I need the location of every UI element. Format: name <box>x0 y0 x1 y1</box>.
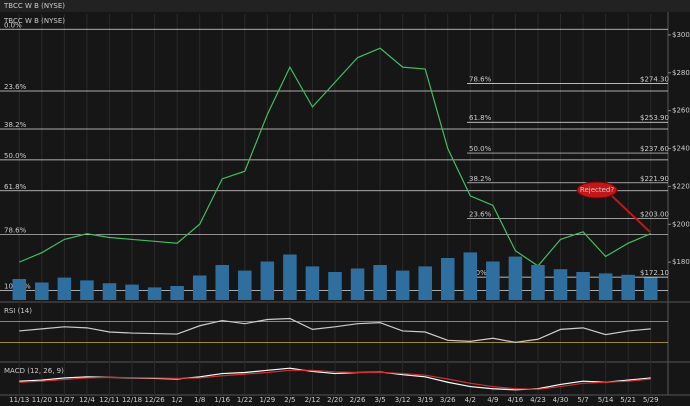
annotation-arrow <box>611 195 651 233</box>
x-tick-label: 2/5 <box>284 396 295 404</box>
volume-bar <box>238 270 252 300</box>
x-tick-label: 12/4 <box>79 396 95 404</box>
volume-bar <box>643 277 658 300</box>
x-tick-label: 12/26 <box>144 396 165 404</box>
volume-bar <box>373 265 387 300</box>
volume-bar <box>440 258 455 300</box>
x-tick-label: 11/27 <box>54 396 74 404</box>
volume-bar <box>598 273 613 300</box>
series-line <box>19 47 651 267</box>
annotation: Rejected? <box>580 186 614 194</box>
volume-bar <box>328 272 342 300</box>
x-tick-label: 3/12 <box>395 396 411 404</box>
y-tick-label: $240 <box>672 145 690 153</box>
fib-label: 50.0% <box>469 145 492 153</box>
x-tick-label: 2/12 <box>305 396 321 404</box>
fib-price-label: $221.90 <box>640 175 669 183</box>
volume-bar <box>102 283 117 300</box>
x-tick-label: 1/8 <box>194 396 205 404</box>
fib-price-label: $203.00 <box>640 211 669 219</box>
x-tick-label: 5/14 <box>598 396 614 404</box>
volume-bar <box>57 277 72 300</box>
fib-price-label: $253.90 <box>640 114 669 122</box>
x-tick-label: 2/20 <box>327 396 343 404</box>
x-tick-label: 5/29 <box>643 396 659 404</box>
volume-bar <box>260 261 275 300</box>
x-tick-label: 5/7 <box>577 396 588 404</box>
volume-bar <box>170 286 184 300</box>
volume-bar <box>283 254 297 300</box>
volume-bar <box>553 269 568 300</box>
volume-bar <box>531 265 545 300</box>
volume-bar <box>576 272 590 300</box>
volume-bar <box>80 280 94 300</box>
fib-label: 61.8% <box>4 183 27 191</box>
pane-label: TBCC W B (NYSE) <box>3 17 65 25</box>
fib-label: 38.2% <box>4 121 27 129</box>
fib-label: 78.6% <box>469 76 492 84</box>
x-tick-label: 4/16 <box>508 396 524 404</box>
volume-bar <box>35 282 49 300</box>
y-tick-label: $280 <box>672 69 690 77</box>
fib-price-label: $237.60 <box>640 145 669 153</box>
x-tick-label: 1/22 <box>237 396 253 404</box>
x-tick-label: 11/13 <box>9 396 29 404</box>
x-tick-label: 1/2 <box>172 396 183 404</box>
volume-bar <box>125 284 139 300</box>
y-tick-label: $180 <box>672 258 690 266</box>
volume-bar <box>305 266 320 300</box>
x-tick-label: 3/26 <box>440 396 456 404</box>
x-tick-label: 1/16 <box>214 396 230 404</box>
volume-bar <box>12 279 27 300</box>
volume-bar <box>486 261 500 300</box>
fib-label: 23.6% <box>469 211 492 219</box>
x-tick-label: 12/11 <box>99 396 119 404</box>
pane-label: RSI (14) <box>4 307 32 315</box>
y-tick-label: $300 <box>672 31 690 39</box>
x-tick-label: 4/2 <box>465 396 476 404</box>
volume-bar <box>621 274 635 300</box>
pane-label: MACD (12, 26, 9) <box>4 367 64 375</box>
fib-price-label: $172.10 <box>640 269 669 277</box>
series-line <box>19 369 651 390</box>
y-tick-label: $260 <box>672 107 690 115</box>
x-tick-label: 11/20 <box>32 396 52 404</box>
y-tick-label: $200 <box>672 220 690 228</box>
fib-label: 78.6% <box>4 227 27 235</box>
series-line <box>19 317 651 344</box>
volume-bar <box>350 268 365 300</box>
x-tick-label: 12/18 <box>122 396 142 404</box>
x-tick-label: 4/23 <box>530 396 546 404</box>
x-tick-label: 3/19 <box>417 396 433 404</box>
volume-bar <box>508 256 523 300</box>
y-tick-label: $220 <box>672 182 690 190</box>
x-tick-label: 5/21 <box>620 396 636 404</box>
x-tick-label: 4/30 <box>553 396 569 404</box>
fib-label: 61.8% <box>469 114 492 122</box>
volume-bar <box>147 287 162 300</box>
x-tick-label: 2/26 <box>350 396 366 404</box>
fib-label: 23.6% <box>4 83 27 91</box>
annotation-bubble <box>576 181 618 199</box>
x-tick-label: 4/9 <box>487 396 498 404</box>
fib-label: 0.0% <box>469 269 487 277</box>
volume-bar <box>192 275 207 300</box>
volume-bar <box>215 265 230 300</box>
fib-price-label: $274.30 <box>640 76 669 84</box>
header-bar <box>0 0 690 12</box>
x-tick-label: 3/5 <box>374 396 385 404</box>
volume-bar <box>395 270 410 300</box>
chart-title: TBCC W B (NYSE) <box>3 2 65 10</box>
volume-bar <box>463 252 478 300</box>
fib-label: 38.2% <box>469 175 492 183</box>
fib-label: 50.0% <box>4 152 27 160</box>
x-tick-label: 1/29 <box>259 396 275 404</box>
volume-bar <box>418 266 432 300</box>
fib-label: 0.0% <box>4 21 22 29</box>
